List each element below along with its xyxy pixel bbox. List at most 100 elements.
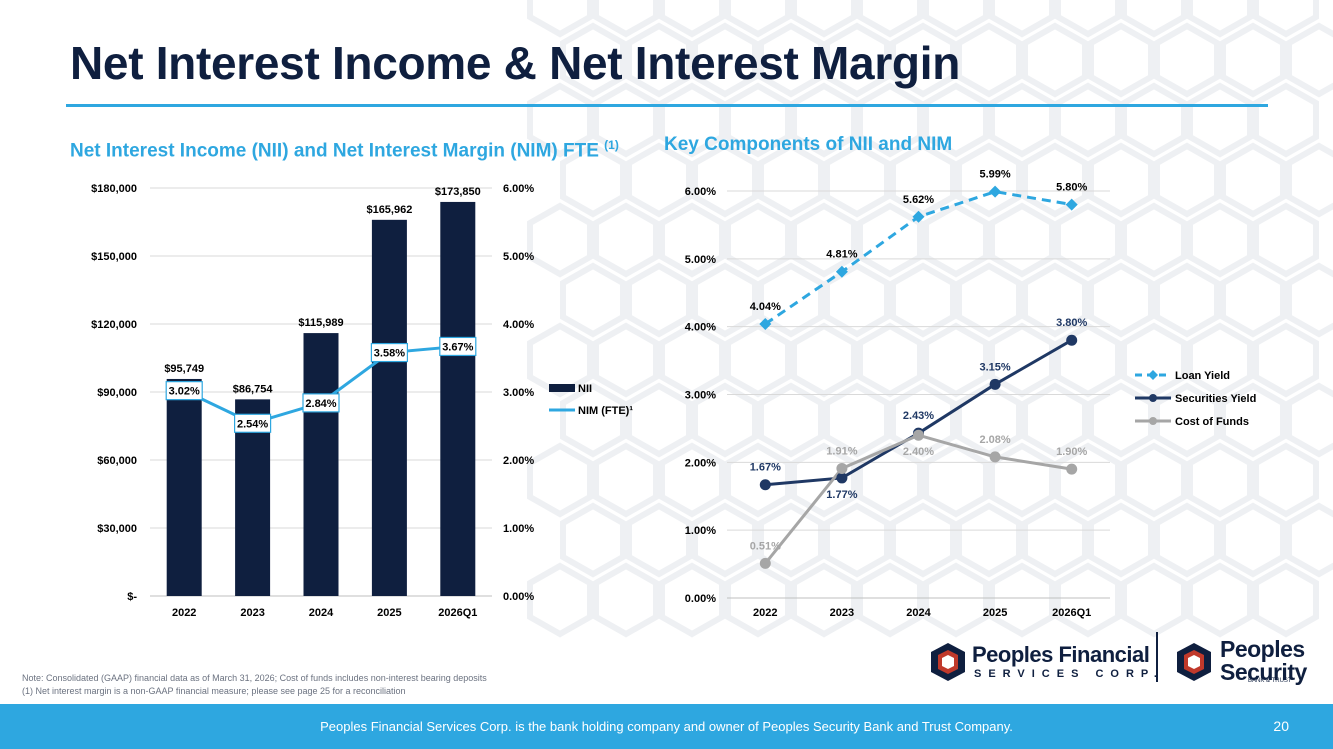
cost-of-funds-marker (989, 451, 1001, 463)
nim-data-label: 3.67% (442, 341, 473, 353)
logo-divider (1156, 632, 1158, 682)
series-data-label: 1.67% (750, 462, 781, 474)
y-tick-right: 3.00% (503, 387, 534, 399)
series-data-label: 3.80% (1056, 317, 1087, 329)
nim-label-box (165, 381, 203, 401)
x-tick: 2023 (830, 607, 854, 619)
x-tick: 2022 (753, 607, 777, 619)
x-tick: 2025 (983, 607, 1007, 619)
y-tick: 3.00% (685, 390, 716, 402)
y-tick-right: 5.00% (503, 251, 534, 263)
legend-label-nim: NIM (FTE)¹ (578, 405, 633, 417)
title-rule (66, 104, 1268, 107)
securities-yield-marker (1066, 334, 1078, 346)
y-tick-left: $180,000 (91, 183, 137, 195)
x-tick: 2026Q1 (438, 607, 477, 619)
nim-label-box (302, 393, 340, 413)
loan-yield-marker (759, 317, 772, 330)
y-tick-left: $90,000 (97, 387, 137, 399)
series-data-label: 5.80% (1056, 182, 1087, 194)
legend-swatch-nii (549, 384, 575, 392)
peoples-security-logo: Peoples Security BANK & TRUST (1176, 638, 1316, 688)
y-tick-left: $- (127, 591, 137, 603)
y-tick: 5.00% (685, 254, 716, 266)
page-title: Net Interest Income & Net Interest Margi… (70, 37, 961, 89)
series-data-label: 4.04% (750, 301, 781, 313)
legend-label: Loan Yield (1175, 370, 1230, 382)
y-tick-left: $150,000 (91, 251, 137, 263)
nii-bar (303, 333, 339, 596)
loan-yield-marker (835, 265, 848, 278)
x-tick: 2024 (309, 607, 334, 619)
footnote-nim: (1) Net interest margin is a non-GAAP fi… (22, 686, 406, 696)
components-chart-title: Key Components of NII and NIM (664, 134, 953, 155)
nim-data-label: 2.54% (237, 418, 268, 430)
nii-components-chart: 0.00% 1.00% 2.00% 3.00% 4.00% 5.00% 6.00% 2022 2… (685, 169, 1257, 619)
series-data-label: 2.43% (903, 410, 934, 422)
series-data-label: 2.40% (903, 446, 934, 458)
nii-data-label: $86,754 (233, 383, 274, 395)
nii-chart-title-text: Net Interest Income (NII) and Net Intere… (70, 140, 605, 162)
legend-label: Securities Yield (1175, 393, 1256, 405)
page-number: 20 (1273, 718, 1289, 734)
logo1-name: Peoples Financial (972, 642, 1150, 667)
x-tick: 2025 (377, 607, 401, 619)
y-tick-right: 2.00% (503, 455, 534, 467)
x-tick: 2022 (172, 607, 196, 619)
securities-yield-marker (836, 472, 848, 484)
peoples-security-emblem-icon (1177, 643, 1211, 681)
series-data-label: 1.77% (826, 489, 857, 501)
series-data-label: 5.99% (979, 169, 1010, 181)
series-data-label: 1.91% (826, 445, 857, 457)
securities-yield-marker (759, 479, 771, 491)
series-data-label: 3.15% (979, 361, 1010, 373)
legend-marker (1149, 417, 1157, 425)
footnote-marker: (1) (604, 138, 619, 152)
logo2-sub: BANK & TRUST (1248, 678, 1292, 684)
logo1-sub: SERVICES CORP. (974, 668, 1164, 680)
y-tick-right: 4.00% (503, 319, 534, 331)
y-tick-left: $120,000 (91, 319, 137, 331)
legend-label-nii: NII (578, 383, 592, 395)
legend-label: Cost of Funds (1175, 416, 1249, 428)
y-tick: 0.00% (685, 593, 716, 605)
nii-data-label: $165,962 (366, 204, 412, 216)
y-tick-right: 0.00% (503, 591, 534, 603)
peoples-financial-logo: Peoples Financial SERVICES CORP. (930, 640, 1157, 684)
x-tick: 2026Q1 (1052, 607, 1091, 619)
y-tick: 6.00% (685, 186, 716, 198)
nim-data-label: 3.02% (169, 386, 200, 398)
x-tick: 2023 (240, 607, 264, 619)
loan-yield-marker (912, 210, 925, 223)
series-data-label: 1.90% (1056, 446, 1087, 458)
cost-of-funds-marker (1066, 463, 1078, 475)
footer-text: Peoples Financial Services Corp. is the … (320, 719, 1013, 734)
y-tick-right: 6.00% (503, 183, 534, 195)
cost-of-funds-marker (759, 557, 771, 569)
y-tick: 4.00% (685, 322, 716, 334)
y-tick: 1.00% (685, 525, 716, 537)
y-tick-left: $30,000 (97, 523, 137, 535)
nii-chart-title: Net Interest Income (NII) and Net Intere… (70, 138, 619, 162)
securities-yield-marker (989, 378, 1001, 390)
legend-marker (1148, 370, 1158, 380)
nim-label-box (370, 342, 408, 363)
logo2-name-line1: Peoples (1220, 636, 1305, 662)
y-tick-left: $60,000 (97, 455, 137, 467)
loan-yield-marker (1065, 198, 1078, 211)
series-data-label: 0.51% (750, 540, 781, 552)
footnote-note: Note: Consolidated (GAAP) financial data… (22, 673, 487, 683)
series-data-label: 5.62% (903, 194, 934, 206)
peoples-financial-emblem-icon (931, 643, 965, 681)
nii-data-label: $173,850 (435, 186, 481, 198)
series-data-label: 2.08% (979, 434, 1010, 446)
series-data-label: 4.81% (826, 249, 857, 261)
nii-data-label: $115,989 (298, 317, 343, 329)
y-tick-right: 1.00% (503, 523, 534, 535)
x-tick: 2024 (906, 607, 931, 619)
loan-yield-marker (989, 185, 1002, 198)
nii-bar (166, 378, 202, 596)
cost-of-funds-marker (913, 429, 924, 441)
nim-data-label: 2.84% (305, 398, 336, 410)
nim-label-box (234, 413, 272, 433)
